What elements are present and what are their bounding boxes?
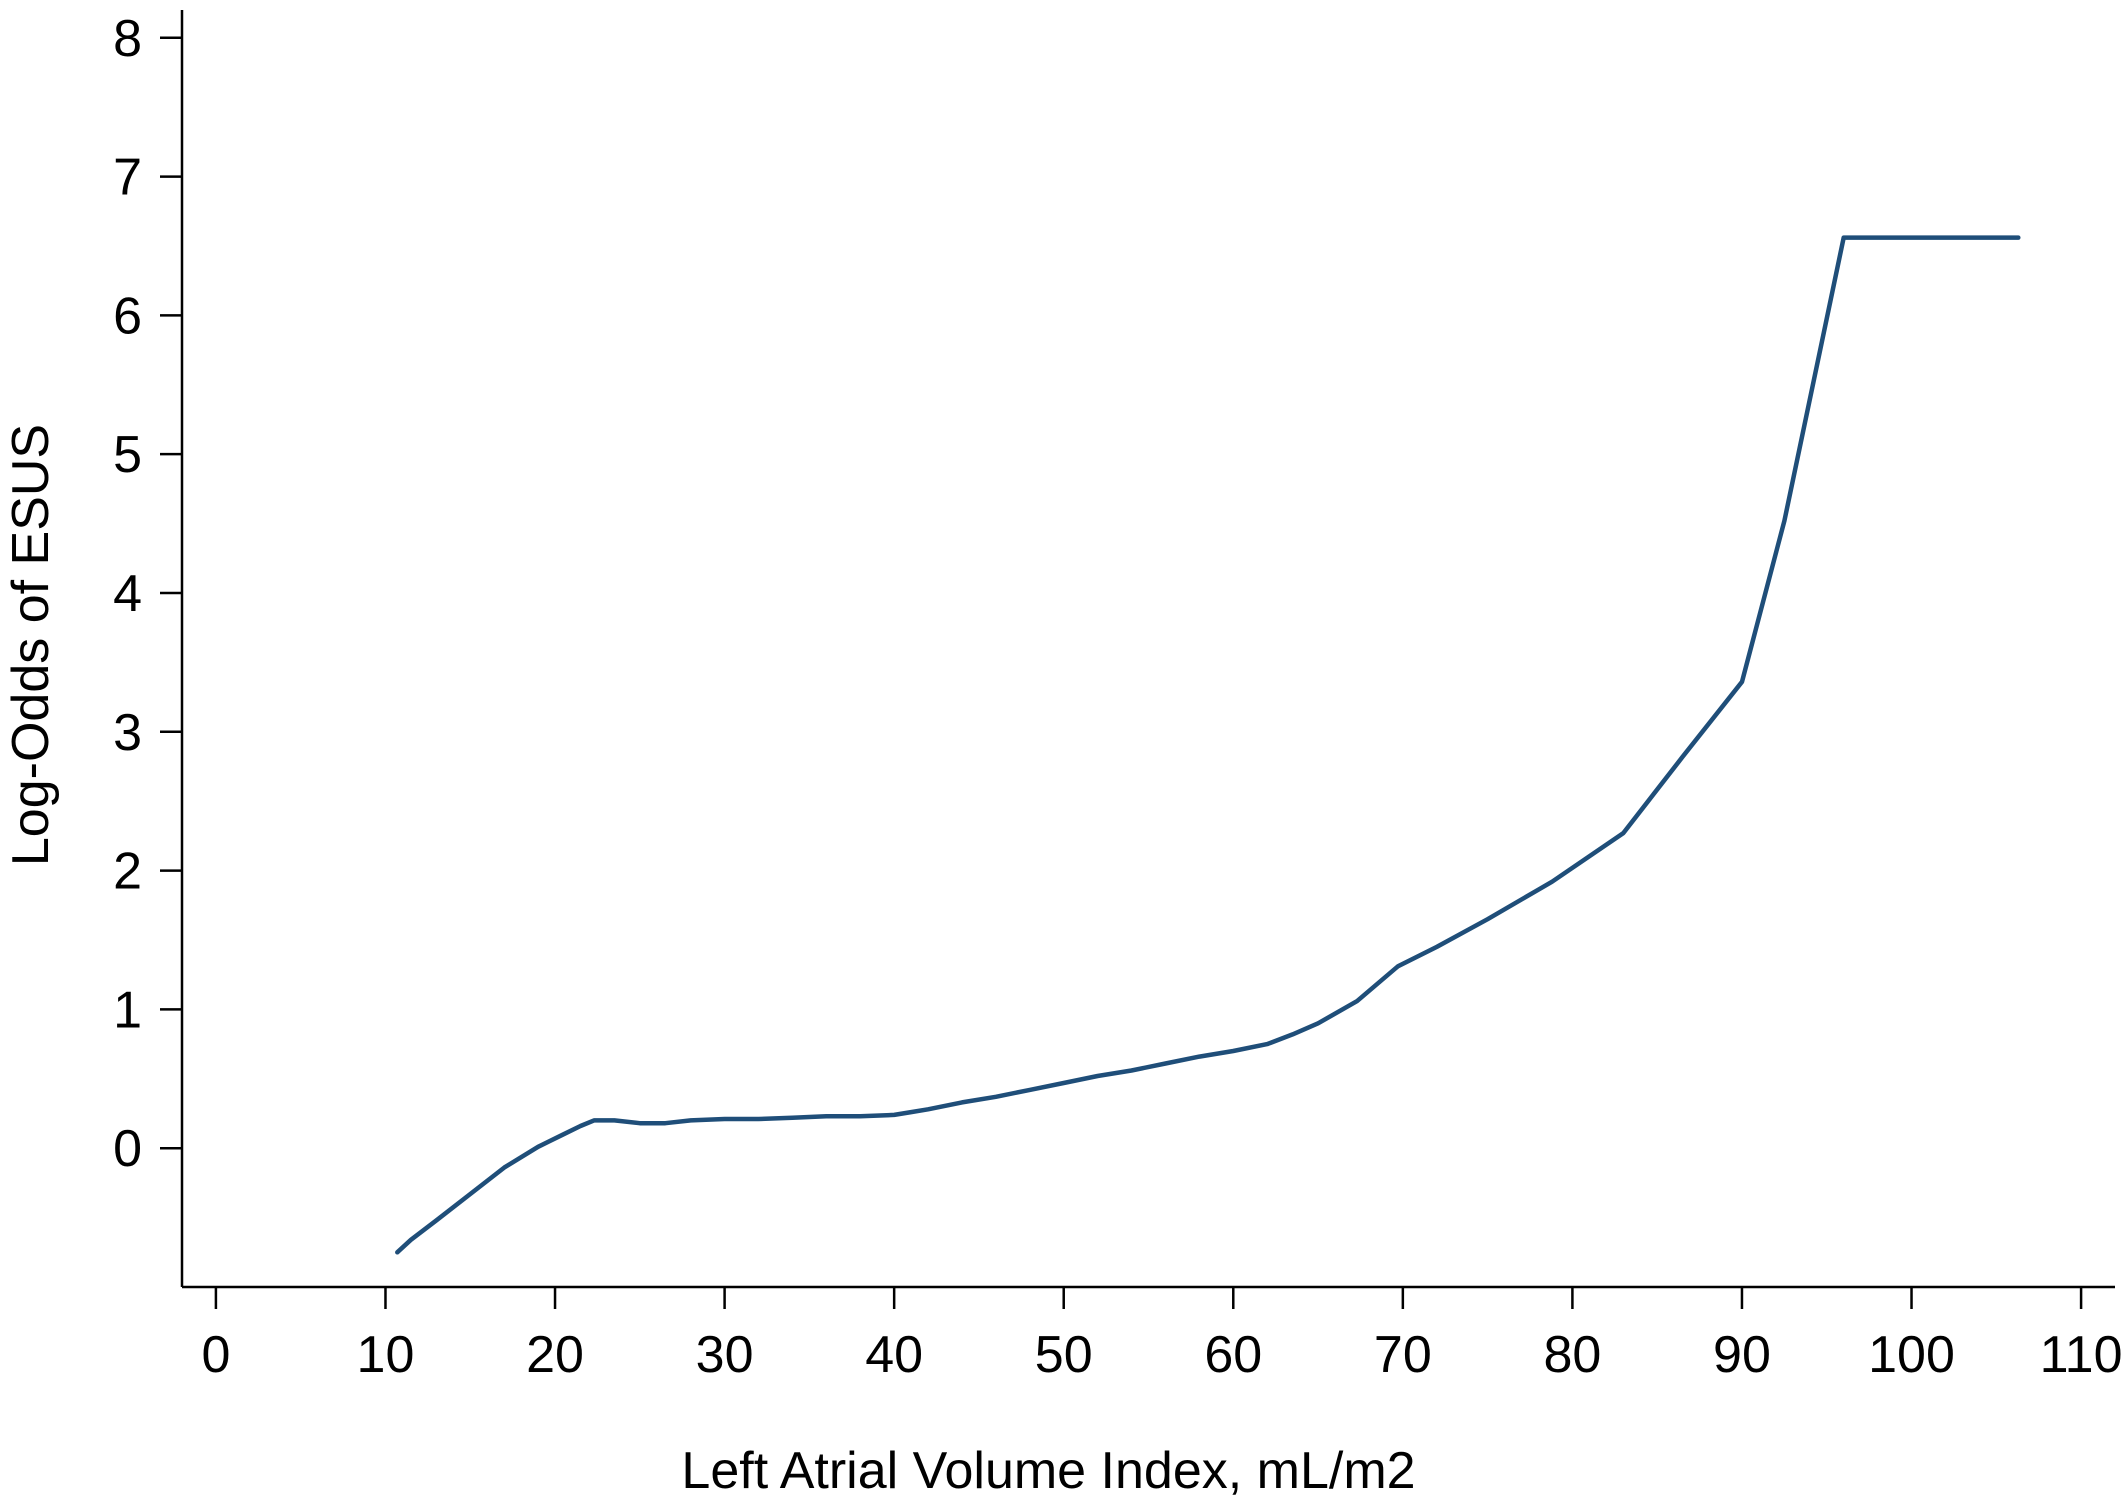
y-tick-label-3: 3: [113, 704, 142, 762]
y-tick-label-5: 5: [113, 426, 142, 484]
y-tick-label-6: 6: [113, 287, 142, 345]
y-tick-label-8: 8: [113, 10, 142, 68]
y-axis-title: Log-Odds of ESUS: [2, 424, 60, 866]
x-tick-label-110: 110: [2040, 1326, 2123, 1384]
x-tick-label-20: 20: [526, 1326, 584, 1384]
x-axis-ticks: 0 10 20 30 40 50 60 70 80 90 100 110: [201, 1287, 2123, 1384]
y-tick-label-1: 1: [113, 981, 142, 1039]
x-tick-label-80: 80: [1543, 1326, 1601, 1384]
x-tick-label-30: 30: [696, 1326, 754, 1384]
x-axis-title: Left Atrial Volume Index, mL/m2: [681, 1442, 1415, 1500]
y-tick-label-4: 4: [113, 565, 142, 623]
y-tick-label-7: 7: [113, 149, 142, 207]
y-axis-ticks: 0 1 2 3 4 5 6 7 8: [113, 10, 182, 1178]
series-line: [395, 235, 2021, 1255]
y-tick-label-0: 0: [113, 1120, 142, 1178]
x-tick-label-40: 40: [865, 1326, 923, 1384]
y-tick-label-2: 2: [113, 843, 142, 901]
x-tick-label-70: 70: [1374, 1326, 1432, 1384]
x-tick-label-50: 50: [1035, 1326, 1093, 1384]
x-tick-label-10: 10: [357, 1326, 415, 1384]
x-tick-label-60: 60: [1204, 1326, 1262, 1384]
x-tick-label-90: 90: [1713, 1326, 1771, 1384]
x-tick-label-0: 0: [201, 1326, 230, 1384]
x-tick-label-100: 100: [1868, 1326, 1955, 1384]
